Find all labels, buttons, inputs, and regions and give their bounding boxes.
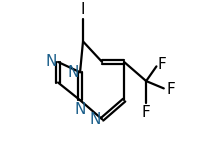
Text: N: N xyxy=(74,102,86,117)
Text: I: I xyxy=(81,2,85,17)
Text: F: F xyxy=(158,57,167,72)
Text: N: N xyxy=(67,65,79,80)
Text: F: F xyxy=(142,105,151,120)
Text: N: N xyxy=(89,112,101,127)
Text: N: N xyxy=(46,54,57,69)
Text: F: F xyxy=(167,82,176,97)
